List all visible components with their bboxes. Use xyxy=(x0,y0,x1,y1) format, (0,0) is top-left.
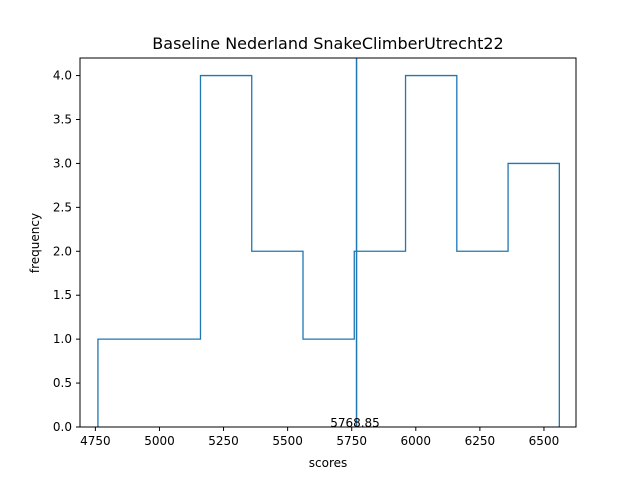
x-tick-label: 5500 xyxy=(272,434,303,448)
histogram-bin xyxy=(98,339,149,427)
histogram-bin xyxy=(252,251,303,427)
y-tick-label: 2.0 xyxy=(53,244,72,258)
y-axis-title: frequency xyxy=(28,213,42,273)
histogram-bin xyxy=(508,163,559,427)
histogram-bin xyxy=(303,339,354,427)
x-tick-label: 4750 xyxy=(80,434,111,448)
vline-value-label: 5768.85 xyxy=(330,416,380,430)
y-tick-label: 0.0 xyxy=(53,420,72,434)
y-tick-label: 2.5 xyxy=(53,200,72,214)
x-tick-label: 6250 xyxy=(465,434,496,448)
y-tick-label: 4.0 xyxy=(53,69,72,83)
chart-title: Baseline Nederland SnakeClimberUtrecht22 xyxy=(152,34,503,53)
y-tick-label: 1.5 xyxy=(53,288,72,302)
x-tick-label: 5000 xyxy=(144,434,175,448)
x-axis-title: scores xyxy=(309,456,348,470)
histogram-outline xyxy=(97,74,560,427)
y-tick-label: 1.0 xyxy=(53,332,72,346)
y-axis-ticks: 0.0 0.5 1.0 1.5 2.0 2.5 3.0 3.5 4.0 xyxy=(53,69,80,434)
histogram-bin xyxy=(149,339,200,427)
histogram-bin xyxy=(457,251,508,427)
x-tick-label: 6000 xyxy=(401,434,432,448)
histogram-bin xyxy=(354,251,405,427)
x-axis-ticks: 4750 5000 5250 5500 5750 6000 6250 6500 xyxy=(80,427,559,448)
axes-frame xyxy=(79,57,577,428)
y-tick-label: 3.5 xyxy=(53,113,72,127)
histogram-bin xyxy=(200,76,251,427)
x-tick-label: 5750 xyxy=(336,434,367,448)
x-tick-label: 6500 xyxy=(529,434,560,448)
plot-area xyxy=(97,58,560,427)
histogram-bin xyxy=(406,76,457,427)
y-tick-label: 3.0 xyxy=(53,156,72,170)
x-tick-label: 5250 xyxy=(208,434,239,448)
y-tick-label: 0.5 xyxy=(53,376,72,390)
